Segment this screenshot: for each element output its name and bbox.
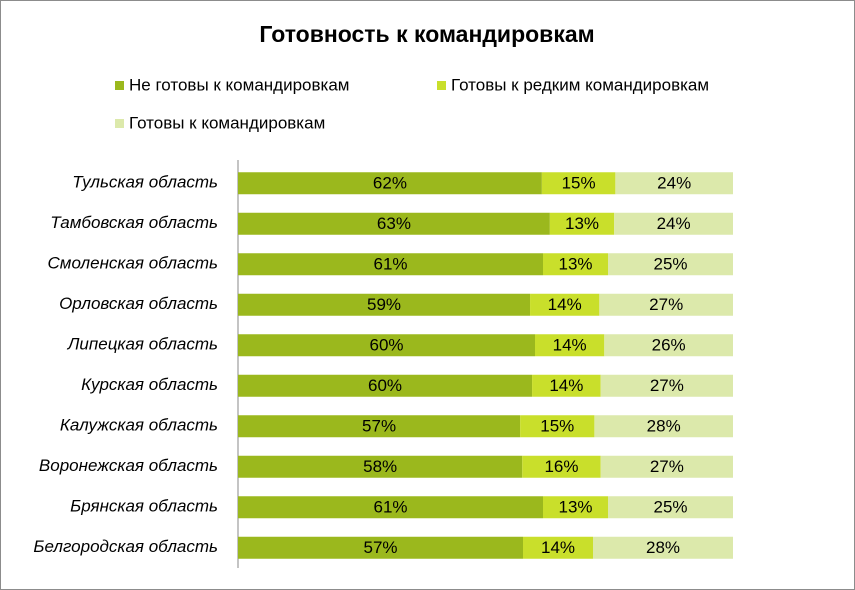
value-label: 13% (558, 255, 592, 274)
bar-segment (238, 374, 533, 397)
value-label: 61% (373, 255, 407, 274)
bar-segment (238, 293, 531, 316)
bar-segment (238, 212, 550, 235)
bar-segment (614, 212, 733, 235)
bar-segment (238, 334, 535, 357)
value-label: 14% (549, 376, 583, 395)
value-label: 60% (369, 336, 403, 355)
value-label: 28% (646, 538, 680, 557)
value-label: 27% (650, 457, 684, 476)
bar-segment (600, 374, 733, 397)
category-label: Орловская область (59, 294, 218, 313)
value-label: 57% (362, 417, 396, 436)
legend-label: Готовы к командировкам (129, 113, 325, 132)
category-label: Курская область (81, 375, 218, 394)
bar-segment (238, 253, 543, 276)
value-label: 61% (373, 498, 407, 517)
bar-segment (532, 374, 601, 397)
bar-segment (238, 496, 543, 519)
value-label: 28% (647, 417, 681, 436)
category-label: Калужская область (60, 416, 218, 435)
category-label: Липецкая область (67, 335, 218, 354)
value-label: 62% (373, 174, 407, 193)
value-label: 59% (367, 295, 401, 314)
category-label: Белгородская область (33, 537, 218, 556)
value-label: 13% (558, 498, 592, 517)
category-label: Смоленская область (48, 254, 218, 273)
legend-label: Готовы к редким командировкам (451, 75, 709, 94)
legend-swatch (437, 81, 446, 90)
bar-segment (541, 172, 616, 195)
bar-segment (543, 253, 608, 276)
value-label: 24% (657, 214, 691, 233)
category-label: Брянская область (70, 497, 218, 516)
value-label: 27% (649, 295, 683, 314)
bar-segment (594, 415, 733, 438)
value-label: 58% (363, 457, 397, 476)
value-label: 25% (653, 255, 687, 274)
value-label: 26% (652, 336, 686, 355)
bar-segment (238, 172, 542, 195)
bar-segment (535, 334, 605, 357)
bar-segment (238, 536, 523, 559)
category-label: Тульская область (72, 173, 218, 192)
bar-segment (549, 212, 615, 235)
value-label: 63% (377, 214, 411, 233)
bar-segment (604, 334, 733, 357)
category-label: Воронежская область (39, 456, 218, 475)
value-label: 16% (544, 457, 578, 476)
bar-segment (599, 293, 733, 316)
bar-segment (523, 536, 593, 559)
bar-segment (530, 293, 600, 316)
legend-swatch (115, 119, 124, 128)
bar-segment (238, 455, 523, 478)
bar-segment (608, 253, 733, 276)
bar-segment (238, 415, 521, 438)
bar-segment (608, 496, 733, 519)
legend-swatch (115, 81, 124, 90)
value-label: 24% (657, 174, 691, 193)
value-label: 14% (541, 538, 575, 557)
value-label: 14% (548, 295, 582, 314)
value-label: 15% (562, 174, 596, 193)
value-label: 14% (553, 336, 587, 355)
bar-segment (600, 455, 733, 478)
bar-segment (543, 496, 608, 519)
value-label: 60% (368, 376, 402, 395)
bar-segment (520, 415, 595, 438)
bar-segment (615, 172, 733, 195)
bar-segment (593, 536, 733, 559)
value-label: 57% (363, 538, 397, 557)
legend-label: Не готовы к командировкам (129, 75, 349, 94)
bar-segment (522, 455, 601, 478)
value-label: 13% (565, 214, 599, 233)
value-label: 15% (540, 417, 574, 436)
value-label: 27% (650, 376, 684, 395)
chart-title: Готовность к командировкам (259, 21, 594, 47)
value-label: 25% (653, 498, 687, 517)
category-label: Тамбовская область (50, 213, 218, 232)
